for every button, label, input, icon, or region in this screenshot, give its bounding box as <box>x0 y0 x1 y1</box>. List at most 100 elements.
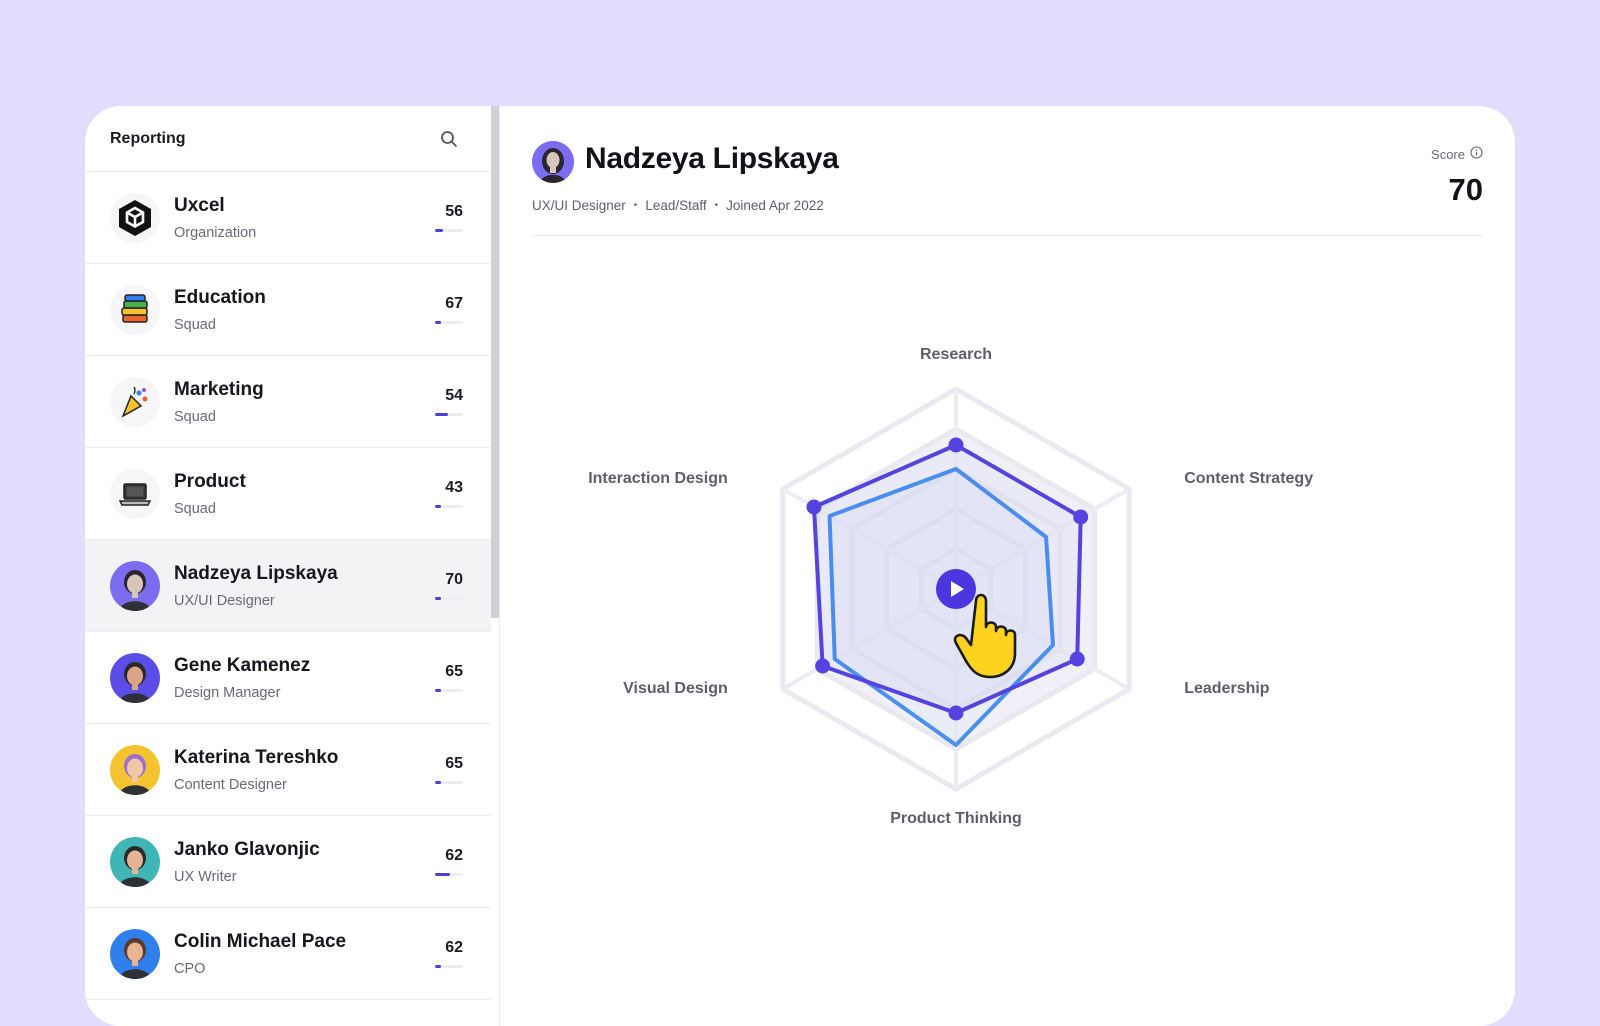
score-progress-bar <box>435 965 463 968</box>
radar-chart: Research Content Strategy Leadership Produc… <box>500 237 1515 1026</box>
sidebar-item-uxcel[interactable]: Uxcel Organization 56 <box>85 172 491 264</box>
score-progress-bar <box>435 873 463 876</box>
sidebar-item-product[interactable]: Product Squad 43 <box>85 448 491 540</box>
score-progress-fill <box>435 689 441 692</box>
sidebar-item-name: Gene Kamenez <box>174 655 311 676</box>
main-panel: Nadzeya Lipskaya UX/UI Designer • Lead/S… <box>500 106 1515 1026</box>
radar-axis-label: Visual Design <box>623 680 728 697</box>
score-progress-fill <box>435 229 444 232</box>
sidebar-item-score: 56 <box>433 203 463 232</box>
score-progress-bar <box>435 781 463 784</box>
sidebar-list: Uxcel Organization 56 Education Squad 67 Marke… <box>85 172 499 1000</box>
sidebar-item-subtitle: CPO <box>174 961 206 977</box>
person-avatar <box>110 652 160 703</box>
sidebar-item-score-value: 62 <box>445 939 463 956</box>
sidebar-item-score: 67 <box>433 295 463 324</box>
sidebar-item-score: 70 <box>433 571 463 600</box>
score-progress-bar <box>435 505 463 508</box>
sidebar-item-name: Colin Michael Pace <box>174 931 347 952</box>
score-progress-fill <box>435 965 441 968</box>
sidebar-item-subtitle: Organization <box>174 225 257 241</box>
sidebar-item-name: Janko Glavonjic <box>174 839 320 860</box>
score-progress-bar <box>435 321 463 324</box>
sidebar-item-score: 54 <box>433 387 463 416</box>
sidebar-item-education[interactable]: Education Squad 67 <box>85 264 491 356</box>
score-progress-fill <box>435 413 448 416</box>
sidebar-title: Reporting <box>110 129 186 147</box>
sidebar-item-name: Uxcel <box>174 195 225 216</box>
person-avatar <box>110 560 160 611</box>
sidebar-item-score-value: 54 <box>445 387 463 404</box>
score-value: 70 <box>1448 172 1483 207</box>
sidebar-item-katerina-tereshko[interactable]: Katerina Tereshko Content Designer 65 <box>85 724 491 816</box>
books-icon <box>110 284 160 335</box>
profile-avatar <box>532 141 574 183</box>
sidebar: Reporting Uxcel Organization 56 Education Sq… <box>85 106 500 1026</box>
score-progress-fill <box>435 597 441 600</box>
radar-axis-line <box>781 587 958 691</box>
sidebar-item-text: Janko Glavonjic UX Writer <box>174 838 433 885</box>
info-icon[interactable] <box>1470 146 1483 162</box>
radar-axis-label: Content Strategy <box>1184 470 1313 487</box>
play-icon[interactable] <box>951 581 964 597</box>
sidebar-item-score: 62 <box>433 939 463 968</box>
score-progress-fill <box>435 505 441 508</box>
search-icon[interactable] <box>437 127 461 151</box>
profile-level: Lead/Staff <box>645 198 707 213</box>
sidebar-item-colin-michael-pace[interactable]: Colin Michael Pace CPO 62 <box>85 908 491 1000</box>
score-progress-fill <box>435 781 441 784</box>
score-label: Score <box>1431 146 1465 162</box>
score-progress-bar <box>435 689 463 692</box>
sidebar-item-subtitle: Content Designer <box>174 777 287 793</box>
score-progress-bar <box>435 229 463 232</box>
party-popper-icon <box>110 376 160 427</box>
sidebar-item-subtitle: UX Writer <box>174 869 237 885</box>
sidebar-item-score: 65 <box>433 663 463 692</box>
sidebar-item-score-value: 65 <box>445 755 463 772</box>
separator-dot-icon: • <box>633 200 638 211</box>
sidebar-header: Reporting <box>85 106 499 172</box>
separator-dot-icon: • <box>714 200 719 211</box>
sidebar-item-score-value: 56 <box>445 203 463 220</box>
radar-axis-label: Leadership <box>1184 680 1270 697</box>
radar-axis-label: Interaction Design <box>588 470 728 487</box>
sidebar-item-score: 62 <box>433 847 463 876</box>
profile-name: Nadzeya Lipskaya <box>585 142 839 175</box>
radar-data-point <box>1073 509 1089 525</box>
score-progress-fill <box>435 873 451 876</box>
radar-data-point <box>1069 651 1085 667</box>
radar-data-point <box>948 437 964 453</box>
sidebar-item-text: Nadzeya Lipskaya UX/UI Designer <box>174 562 433 609</box>
person-avatar <box>110 836 160 887</box>
radar-axis-label: Product Thinking <box>890 810 1022 827</box>
sidebar-item-score: 43 <box>433 479 463 508</box>
score-progress-bar <box>435 413 463 416</box>
app-window: Reporting Uxcel Organization 56 Education Sq… <box>85 106 1515 1026</box>
radar-axis-label: Research <box>920 346 992 363</box>
sidebar-item-janko-glavonjic[interactable]: Janko Glavonjic UX Writer 62 <box>85 816 491 908</box>
sidebar-item-text: Uxcel Organization <box>174 194 433 241</box>
sidebar-scrollbar[interactable] <box>491 106 499 618</box>
play-button[interactable] <box>936 569 976 609</box>
sidebar-item-subtitle: Squad <box>174 409 216 425</box>
sidebar-item-nadzeya-lipskaya[interactable]: Nadzeya Lipskaya UX/UI Designer 70 <box>85 540 491 632</box>
sidebar-item-text: Katerina Tereshko Content Designer <box>174 746 433 793</box>
sidebar-item-subtitle: UX/UI Designer <box>174 593 275 609</box>
sidebar-item-name: Education <box>174 287 266 308</box>
sidebar-item-score-value: 43 <box>445 479 463 496</box>
sidebar-item-name: Katerina Tereshko <box>174 747 339 768</box>
sidebar-item-subtitle: Squad <box>174 501 216 517</box>
sidebar-item-score-value: 67 <box>445 295 463 312</box>
sidebar-item-name: Marketing <box>174 379 264 400</box>
person-avatar <box>110 744 160 795</box>
sidebar-item-marketing[interactable]: Marketing Squad 54 <box>85 356 491 448</box>
radar-data-point <box>948 705 964 721</box>
score-progress-bar <box>435 597 463 600</box>
profile-joined: Joined Apr 2022 <box>726 198 824 213</box>
sidebar-item-gene-kamenez[interactable]: Gene Kamenez Design Manager 65 <box>85 632 491 724</box>
radar-data-point <box>806 499 822 515</box>
sidebar-item-score-value: 65 <box>445 663 463 680</box>
uxcel-logo-icon <box>110 192 160 243</box>
sidebar-item-score: 65 <box>433 755 463 784</box>
radar-svg: Research Content Strategy Leadership Produc… <box>588 346 1313 827</box>
